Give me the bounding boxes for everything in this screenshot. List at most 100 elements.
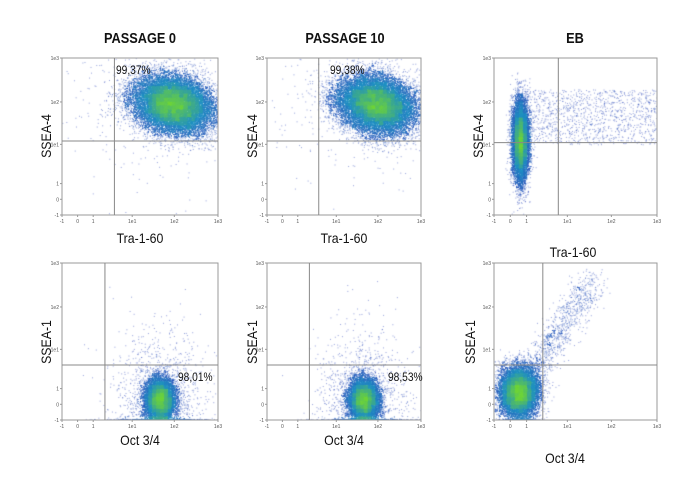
y-tick-label: 1 [56, 182, 59, 188]
x-tick-label: 1e2 [170, 424, 179, 430]
y-tick-label: 0 [488, 197, 491, 203]
y-tick-label: 1e2 [51, 100, 60, 106]
y-tick-label: 1e1 [51, 142, 60, 148]
y-tick-label: -1 [487, 418, 492, 424]
x-tick-label: 0 [509, 219, 512, 225]
x-tick-label: -1 [60, 424, 65, 430]
x-tick-label: 1e3 [214, 219, 223, 225]
y-tick-label: 0 [261, 197, 264, 203]
density-scatter [62, 58, 218, 215]
x-tick-label: 0 [281, 424, 284, 430]
x-tick-label: 1 [92, 424, 95, 430]
y-tick-label: 1e1 [51, 347, 60, 353]
y-tick-label: 1 [488, 182, 491, 188]
plot-axes: -1 0 1 1e1 1e2 1e3 -1 0 1 1e1 1e2 1e3 [51, 56, 223, 225]
y-tick-label: 1e3 [256, 261, 265, 267]
quadrant-percentage: 98,53% [388, 370, 423, 384]
x-tick-label: 1e3 [214, 424, 223, 430]
y-tick-label: 1e3 [483, 56, 492, 62]
y-tick-label: 1 [261, 182, 264, 188]
y-tick-label: 1e1 [256, 347, 265, 353]
x-tick-label: 1 [525, 219, 528, 225]
x-tick-label: 1 [92, 219, 95, 225]
y-tick-label: 0 [56, 197, 59, 203]
density-scatter [62, 263, 218, 420]
plot-frame [266, 262, 422, 421]
plot-axes: -1 0 1 1e1 1e2 1e3 -1 0 1 1e1 1e2 1e3 [51, 261, 223, 430]
density-scatter [267, 58, 421, 215]
y-tick-label: 1e1 [256, 142, 265, 148]
x-tick-label: 1e1 [332, 219, 341, 225]
y-tick-label: 1e3 [51, 261, 60, 267]
x-axis-label: Tra-1-60 [320, 230, 368, 246]
x-tick-label: 1e3 [653, 424, 662, 430]
x-axis-label: Oct 3/4 [120, 432, 160, 448]
y-tick-label: 1e2 [256, 100, 265, 106]
x-tick-label: 0 [281, 219, 284, 225]
y-tick-label: 1e3 [256, 56, 265, 62]
x-tick-label: -1 [492, 424, 497, 430]
y-tick-label: 1e2 [483, 100, 492, 106]
density-scatter [494, 263, 657, 420]
x-tick-label: 1e1 [128, 219, 137, 225]
x-tick-label: 1e2 [374, 424, 383, 430]
y-tick-label: 1e1 [483, 347, 492, 353]
x-tick-label: 1 [296, 219, 299, 225]
x-tick-label: 1e3 [653, 219, 662, 225]
x-tick-label: 1e1 [563, 424, 572, 430]
plot-frame [493, 57, 658, 216]
x-axis-label: Oct 3/4 [324, 432, 364, 448]
density-scatter [494, 58, 657, 215]
y-tick-label: 0 [56, 402, 59, 408]
x-tick-label: -1 [265, 424, 270, 430]
y-tick-label: 1e2 [483, 305, 492, 311]
x-tick-label: 1e1 [332, 424, 341, 430]
plot-title: EB [566, 30, 584, 47]
y-tick-label: 1e1 [483, 142, 492, 148]
y-tick-label: 0 [488, 402, 491, 408]
x-tick-label: -1 [60, 219, 65, 225]
y-tick-label: -1 [55, 418, 60, 424]
y-tick-label: 1e3 [483, 261, 492, 267]
y-tick-label: 1 [261, 387, 264, 393]
quadrant-percentage: 98,01% [178, 370, 213, 384]
x-tick-label: 0 [76, 424, 79, 430]
plot-title: PASSAGE 10 [305, 30, 385, 47]
density-scatter [267, 263, 421, 420]
y-tick-label: -1 [487, 213, 492, 219]
x-tick-label: 1 [296, 424, 299, 430]
quadrant-percentage: 99,37% [116, 63, 151, 77]
x-tick-label: -1 [492, 219, 497, 225]
x-tick-label: 1e3 [417, 424, 426, 430]
x-tick-label: 1e1 [128, 424, 137, 430]
x-tick-label: 1 [525, 424, 528, 430]
x-axis-label: Tra-1-60 [116, 230, 164, 246]
plot-axes: -1 0 1 1e1 1e2 1e3 -1 0 1 1e1 1e2 1e3 [483, 261, 662, 430]
y-tick-label: 1 [488, 387, 491, 393]
quadrant-percentage: 99,38% [330, 63, 365, 77]
x-tick-label: 0 [76, 219, 79, 225]
y-tick-label: 0 [261, 402, 264, 408]
x-tick-label: 1e3 [417, 219, 426, 225]
y-tick-label: 1 [56, 387, 59, 393]
y-axis-label: SSEA-1 [462, 320, 478, 364]
y-tick-label: 1e2 [51, 305, 60, 311]
x-tick-label: 1e2 [607, 219, 616, 225]
x-tick-label: 0 [509, 424, 512, 430]
x-axis-label: Tra-1-60 [549, 244, 597, 260]
x-tick-label: 1e2 [170, 219, 179, 225]
y-tick-label: 1e2 [256, 305, 265, 311]
x-axis-label: Oct 3/4 [545, 450, 585, 466]
y-tick-label: -1 [55, 213, 60, 219]
y-tick-label: 1e3 [51, 56, 60, 62]
plot-frame [61, 262, 219, 421]
y-tick-label: -1 [260, 213, 265, 219]
x-tick-label: 1e1 [563, 219, 572, 225]
x-tick-label: -1 [265, 219, 270, 225]
plot-axes: -1 0 1 1e1 1e2 1e3 -1 0 1 1e1 1e2 1e3 [256, 261, 426, 430]
plot-title: PASSAGE 0 [103, 30, 177, 47]
plot-frame [61, 57, 219, 216]
plot-frame [266, 57, 422, 216]
x-tick-label: 1e2 [607, 424, 616, 430]
